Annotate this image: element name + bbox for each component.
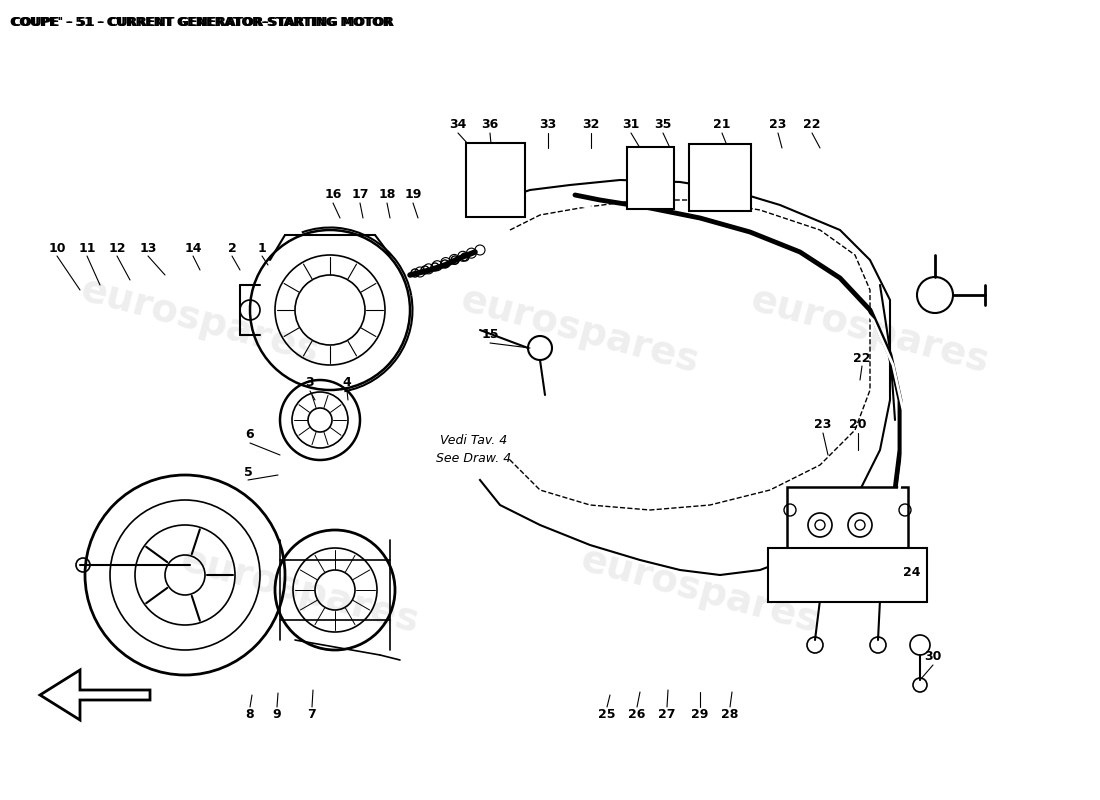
Text: eurospares: eurospares (456, 280, 704, 380)
Text: 14: 14 (185, 242, 201, 254)
Text: See Draw. 4: See Draw. 4 (437, 451, 512, 465)
Text: COUPE' - 51 - CURRENT GENERATOR-STARTING MOTOR: COUPE' - 51 - CURRENT GENERATOR-STARTING… (10, 15, 392, 29)
Text: COUPE' - 51 - CURRENT GENERATOR-STARTING MOTOR: COUPE' - 51 - CURRENT GENERATOR-STARTING… (12, 15, 394, 29)
Text: eurospares: eurospares (747, 280, 993, 380)
FancyBboxPatch shape (627, 147, 674, 209)
Text: 18: 18 (378, 189, 396, 202)
Text: 19: 19 (405, 189, 421, 202)
Text: 24: 24 (903, 566, 921, 578)
Text: 8: 8 (245, 709, 254, 722)
Text: 27: 27 (658, 709, 675, 722)
Text: 15: 15 (482, 329, 498, 342)
Text: Vedi Tav. 4: Vedi Tav. 4 (440, 434, 507, 446)
Text: 16: 16 (324, 189, 342, 202)
Text: 7: 7 (308, 709, 317, 722)
Text: 25: 25 (598, 709, 616, 722)
Polygon shape (40, 670, 150, 720)
Text: 6: 6 (245, 429, 254, 442)
Text: 29: 29 (691, 709, 708, 722)
Text: 33: 33 (539, 118, 557, 131)
Text: 32: 32 (582, 118, 600, 131)
Text: eurospares: eurospares (576, 540, 824, 640)
Text: 21: 21 (713, 118, 730, 131)
Text: 22: 22 (803, 118, 821, 131)
FancyBboxPatch shape (768, 548, 927, 602)
Text: 9: 9 (273, 709, 282, 722)
Text: 30: 30 (924, 650, 942, 663)
Text: 5: 5 (243, 466, 252, 478)
Text: 36: 36 (482, 118, 498, 131)
FancyBboxPatch shape (466, 143, 525, 217)
Text: 4: 4 (342, 377, 351, 390)
Text: 1: 1 (257, 242, 266, 254)
Text: 31: 31 (623, 118, 640, 131)
Text: 28: 28 (722, 709, 739, 722)
Text: 34: 34 (449, 118, 466, 131)
Text: 17: 17 (351, 189, 369, 202)
Text: 11: 11 (78, 242, 96, 254)
Text: 20: 20 (849, 418, 867, 431)
Text: 23: 23 (814, 418, 832, 431)
Text: 10: 10 (48, 242, 66, 254)
Text: 26: 26 (628, 709, 646, 722)
Text: 12: 12 (108, 242, 125, 254)
FancyBboxPatch shape (689, 144, 751, 211)
Text: 2: 2 (228, 242, 236, 254)
FancyBboxPatch shape (786, 487, 908, 563)
Text: eurospares: eurospares (77, 270, 323, 370)
Text: 35: 35 (654, 118, 672, 131)
Text: 3: 3 (306, 377, 315, 390)
Text: eurospares: eurospares (176, 540, 424, 640)
Text: 23: 23 (769, 118, 786, 131)
Text: 22: 22 (854, 351, 871, 365)
Text: 13: 13 (140, 242, 156, 254)
